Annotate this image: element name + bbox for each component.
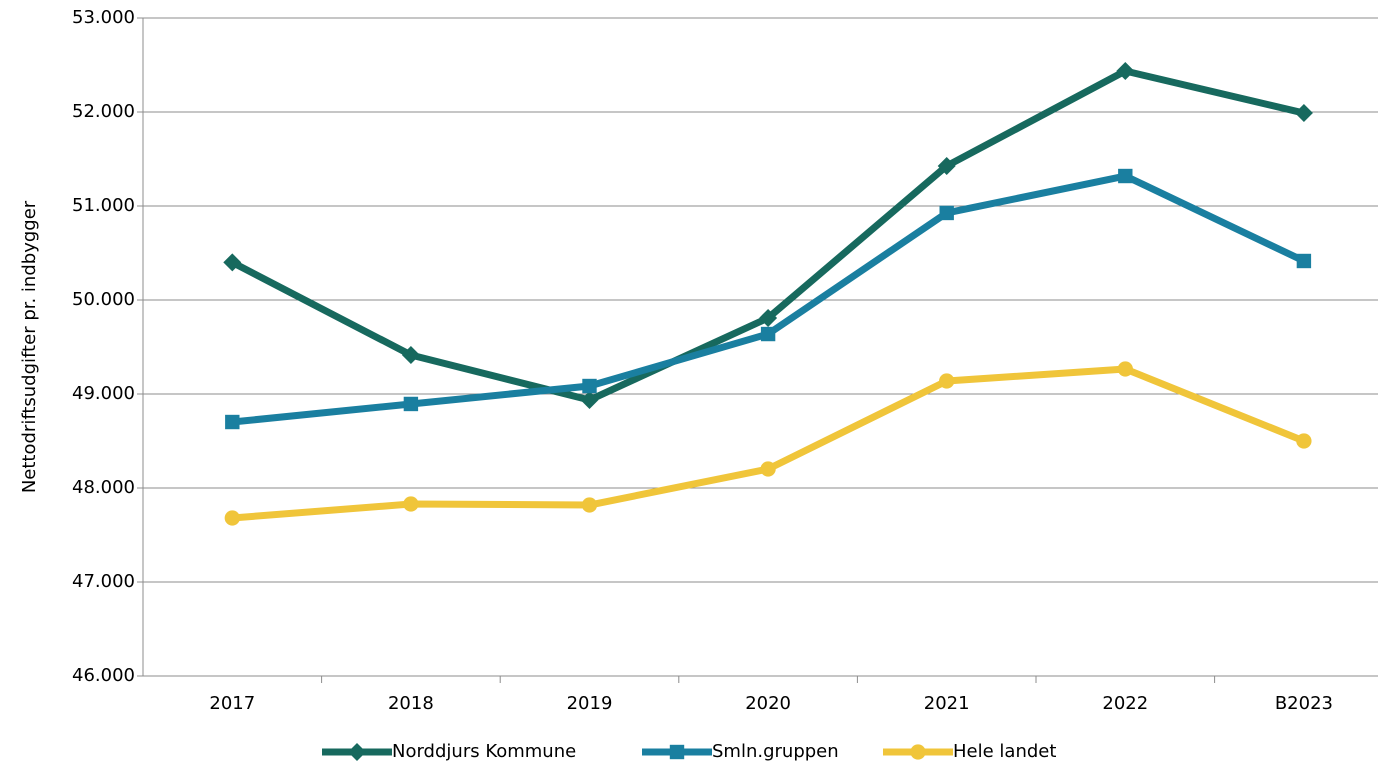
marker [759,308,778,327]
marker [760,326,776,342]
x-tick-label: 2019 [567,693,613,714]
marker [1296,253,1312,269]
marker [348,743,366,761]
marker [1294,104,1313,123]
marker [939,373,955,389]
marker [225,414,240,430]
series-line [232,365,1306,522]
y-tick-label: 49.000 [72,383,135,404]
marker [669,744,685,760]
marker [937,156,956,175]
x-tick-label: 2020 [745,693,791,714]
y-tick-label: 52.000 [72,101,135,122]
series-line [231,172,1306,426]
marker [910,744,926,760]
y-tick-label: 46.000 [72,665,135,686]
y-axis-title: Nettodriftsudgifter pr. indbygger [19,200,40,493]
marker [580,391,599,410]
x-tick-label: 2017 [209,693,255,714]
y-tick-label: 47.000 [72,571,135,592]
legend-label: Hele landet [953,741,1056,762]
series-line [230,67,1305,404]
y-tick-label: 50.000 [72,289,135,310]
marker [403,496,419,512]
y-tick-label: 51.000 [72,195,135,216]
marker [403,396,419,412]
marker [760,461,776,477]
marker [1296,433,1312,449]
marker [1116,62,1135,81]
legend-label: Smln.gruppen [712,741,839,762]
marker [223,253,242,272]
marker [1117,361,1133,377]
x-tick-label: 2021 [924,693,970,714]
marker [401,345,420,364]
x-tick-label: B2023 [1275,693,1333,714]
legend-label: Norddjurs Kommune [392,741,576,762]
marker [224,510,240,526]
marker [581,497,598,513]
marker [582,378,597,394]
x-tick-label: 2022 [1102,693,1148,714]
y-tick-label: 53.000 [72,7,135,28]
x-tick-label: 2018 [388,693,434,714]
marker [1118,168,1133,184]
y-tick-label: 48.000 [72,477,135,498]
marker [939,205,954,221]
